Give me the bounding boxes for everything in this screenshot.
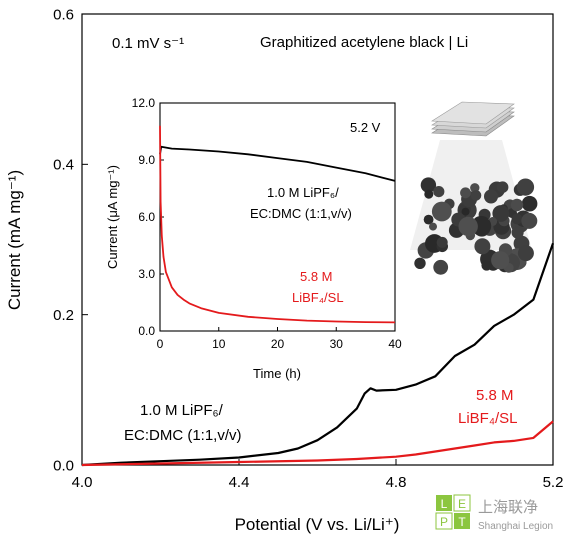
x-tick-label: 4.0: [72, 474, 93, 491]
inset-legend-black-line2: EC:DMC (1:1,v/v): [250, 206, 352, 221]
y-tick-label: 0.4: [53, 157, 74, 174]
main-chart: 4.0 4.4 4.8 5.2 0.0 0.2 0.4 0.6 Potential (V v…: [5, 6, 563, 534]
x-tick-label: 20: [271, 337, 285, 351]
svg-text:P: P: [440, 515, 448, 529]
main-legend-red-line1: 5.8 M: [476, 387, 514, 404]
svg-text:E: E: [458, 497, 466, 511]
main-plot-frame: [81, 13, 554, 466]
carbon-particle: [521, 195, 538, 212]
inset-y-axis-label: Current (μA mg⁻¹): [105, 165, 120, 269]
carbon-particle: [521, 212, 538, 229]
main-series-line-1: [81, 420, 554, 467]
x-tick-label: 5.2: [543, 474, 564, 491]
inset-series-line-1: [159, 125, 396, 324]
carbon-particle: [423, 214, 434, 225]
carbon-particle: [458, 216, 478, 237]
y-tick-label: 0.2: [53, 307, 74, 324]
y-tick-label: 0.0: [53, 457, 74, 474]
watermark-text-en: Shanghai Legion: [478, 521, 553, 532]
carbon-particle: [484, 189, 498, 204]
x-tick-label: 4.4: [229, 474, 250, 491]
system-annotation: Graphitized acetylene black | Li: [260, 34, 468, 51]
y-tick-label: 3.0: [138, 267, 155, 281]
inset-y-ticks: 0.0 3.0 6.0 9.0 12.0: [132, 96, 164, 338]
main-legend-black-line2: EC:DMC (1:1,v/v): [124, 427, 242, 444]
hold-potential-annotation: 5.2 V: [350, 120, 381, 135]
watermark-logo: L E P T 上海联净 Shanghai Legion: [435, 494, 553, 532]
x-tick-label: 0: [157, 337, 164, 351]
y-tick-label: 9.0: [138, 153, 155, 167]
main-x-ticks: 4.0 4.4 4.8 5.2: [72, 459, 564, 491]
carbon-particle: [470, 183, 480, 193]
inset-x-ticks: 0 10 20 30 40: [157, 327, 402, 351]
carbon-particle: [433, 259, 449, 275]
watermark-text-cn: 上海联净: [478, 499, 538, 516]
svg-text:L: L: [441, 497, 448, 511]
inset-legend-red-line1: 5.8 M: [300, 269, 333, 284]
y-tick-label: 0.6: [53, 6, 74, 23]
inset-chart: 0 10 20 30 40 0.0 3.0 6.0 9.0 12.0 Time (h) Curr…: [105, 96, 402, 381]
inset-x-axis-label: Time (h): [253, 366, 301, 381]
main-y-ticks: 0.0 0.2 0.4 0.6: [53, 6, 88, 474]
carbon-particle: [517, 245, 534, 262]
carbon-particle: [491, 251, 510, 270]
carbon-particle: [481, 260, 492, 271]
inset-legend-red-line2: LiBF₄/SL: [292, 290, 344, 305]
y-tick-label: 6.0: [138, 210, 155, 224]
main-y-axis-label: Current (mA mg⁻¹): [5, 170, 24, 310]
y-tick-label: 12.0: [132, 96, 156, 110]
carbon-particle: [510, 198, 524, 212]
carbon-particle-cluster-illustration: [414, 177, 538, 275]
carbon-particle: [429, 222, 437, 231]
x-tick-label: 10: [212, 337, 226, 351]
x-tick-label: 30: [330, 337, 344, 351]
carbon-particle: [433, 186, 445, 198]
carbon-particle: [461, 207, 470, 216]
carbon-particle: [424, 189, 434, 199]
main-x-axis-label: Potential (V vs. Li/Li⁺): [235, 515, 400, 534]
x-tick-label: 4.8: [386, 474, 407, 491]
carbon-particle: [492, 205, 510, 222]
x-tick-label: 40: [388, 337, 402, 351]
inset-series: [159, 125, 396, 324]
main-series-line-0: [81, 242, 555, 467]
scan-rate-annotation: 0.1 mV s⁻¹: [112, 35, 184, 52]
carbon-particle: [460, 187, 471, 199]
carbon-particle: [470, 190, 482, 201]
main-series: [81, 242, 555, 467]
carbon-particle: [420, 177, 437, 193]
inset-background: [160, 103, 395, 331]
main-legend-black-line1: 1.0 M LiPF₆/: [140, 402, 224, 419]
carbon-particle: [496, 181, 509, 193]
svg-text:T: T: [458, 515, 466, 529]
carbon-particle: [431, 201, 452, 222]
carbon-particle: [516, 178, 535, 196]
carbon-particle: [511, 213, 523, 225]
carbon-particle: [436, 236, 448, 248]
carbon-particle: [474, 238, 491, 255]
carbon-particle: [414, 257, 426, 269]
carbon-particle: [511, 226, 524, 239]
inset-series-line-0: [159, 145, 396, 182]
y-tick-label: 0.0: [138, 324, 155, 338]
main-legend-red-line2: LiBF₄/SL: [458, 410, 517, 427]
inset-legend-black-line1: 1.0 M LiPF₆/: [267, 185, 339, 200]
